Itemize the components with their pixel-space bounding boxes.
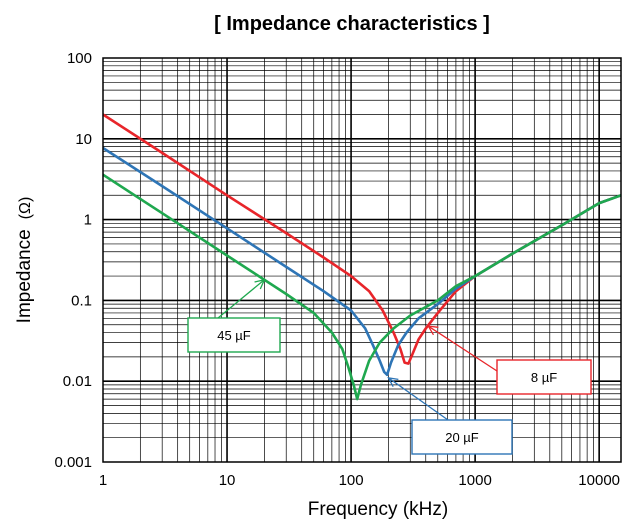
y-axis-unit: (Ω) bbox=[17, 197, 34, 220]
plot-frame bbox=[102, 57, 622, 463]
x-tick-label: 10 bbox=[219, 472, 236, 489]
svg-text:Impedance(Ω): Impedance (Ω) bbox=[14, 197, 35, 324]
y-axis-label-group: Impedance (Ω) bbox=[14, 197, 35, 324]
y-tick-label: 1 bbox=[84, 212, 92, 229]
callout-label: 45 µF bbox=[217, 328, 251, 343]
x-tick-labels: 1 10 100 1000 10000 bbox=[99, 472, 620, 489]
callout-label: 20 µF bbox=[445, 430, 479, 445]
callouts: 45 µF 20 µF 8 µF bbox=[187, 278, 592, 455]
series-line bbox=[102, 173, 622, 401]
chart-title: [ Impedance characteristics ] bbox=[214, 13, 490, 35]
y-tick-label: 0.01 bbox=[63, 373, 92, 390]
series-line bbox=[102, 146, 622, 377]
y-tick-label: 100 bbox=[67, 50, 92, 67]
callout: 45 µF bbox=[187, 278, 281, 353]
x-tick-label: 1000 bbox=[458, 472, 491, 489]
x-axis-label: Frequency (kHz) bbox=[308, 499, 448, 520]
x-tick-label: 100 bbox=[339, 472, 364, 489]
y-tick-label: 10 bbox=[75, 131, 92, 148]
grid bbox=[103, 58, 621, 462]
callout: 20 µF bbox=[387, 377, 513, 455]
series-lines bbox=[102, 113, 622, 401]
x-tick-label: 10000 bbox=[578, 472, 620, 489]
callout-label: 8 µF bbox=[531, 370, 557, 385]
y-tick-labels: 0.001 0.01 0.1 1 10 100 bbox=[54, 50, 92, 471]
y-axis-label: Impedance bbox=[14, 229, 35, 323]
y-tick-label: 0.1 bbox=[71, 292, 92, 309]
callout: 8 µF bbox=[427, 325, 592, 395]
y-tick-label: 0.001 bbox=[54, 454, 92, 471]
x-tick-label: 1 bbox=[99, 472, 107, 489]
